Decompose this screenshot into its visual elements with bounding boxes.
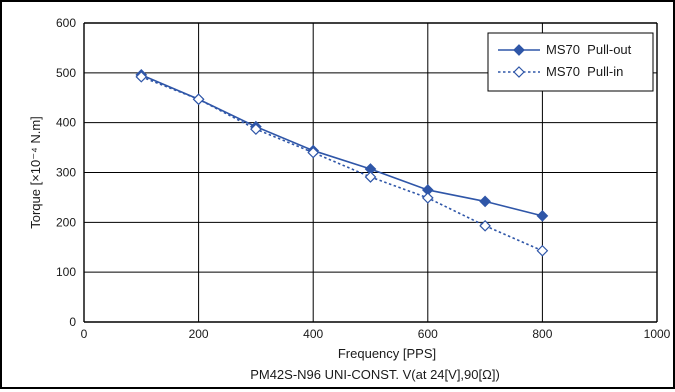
x-axis-title: Frequency [PPS] xyxy=(338,346,436,361)
data-point xyxy=(192,93,205,106)
y-axis-title: Torque [×10⁻⁴ N.m] xyxy=(28,116,43,229)
data-point xyxy=(135,70,148,83)
series-pull-out xyxy=(135,68,549,222)
legend-swatch-marker xyxy=(513,44,525,56)
x-tick-labels: 0 200 400 600 800 1000 xyxy=(81,327,671,341)
x-tick-label: 800 xyxy=(532,327,552,341)
x-tick-label: 400 xyxy=(303,327,323,341)
data-point xyxy=(536,244,549,257)
y-tick-label: 200 xyxy=(56,215,76,229)
legend-label: MS70 Pull-out xyxy=(546,42,632,57)
legend: MS70 Pull-out MS70 Pull-in xyxy=(487,32,654,92)
data-point xyxy=(421,192,434,204)
x-tick-label: 200 xyxy=(189,327,209,341)
line-chart: 0 100 200 300 400 500 600 0 200 400 600 800 1000 MS… xyxy=(28,16,671,382)
data-point xyxy=(536,210,549,222)
y-tick-label: 500 xyxy=(56,66,76,80)
data-point xyxy=(479,219,491,232)
legend-box xyxy=(487,32,654,92)
data-point xyxy=(479,195,491,208)
series-line xyxy=(141,76,543,252)
series-group xyxy=(135,68,549,257)
x-tick-label: 600 xyxy=(418,327,438,341)
y-tick-label: 400 xyxy=(56,116,76,130)
y-tick-label: 100 xyxy=(56,265,76,279)
x-tick-label: 0 xyxy=(81,327,88,341)
x-tick-label: 1000 xyxy=(644,327,671,341)
legend-label: MS70 Pull-in xyxy=(546,64,623,79)
series-pull-in xyxy=(135,70,549,257)
y-tick-label: 300 xyxy=(56,166,76,180)
legend-swatch-marker xyxy=(513,66,525,78)
data-point xyxy=(250,123,262,135)
y-tick-labels: 0 100 200 300 400 500 600 xyxy=(56,16,76,329)
data-point xyxy=(307,146,320,159)
y-tick-label: 600 xyxy=(56,16,76,30)
series-line xyxy=(140,74,543,217)
data-point xyxy=(364,171,377,183)
chart-caption: PM42S-N96 UNI-CONST. V(at 24[V],90[Ω]) xyxy=(250,367,500,382)
y-tick-label: 0 xyxy=(69,315,76,329)
